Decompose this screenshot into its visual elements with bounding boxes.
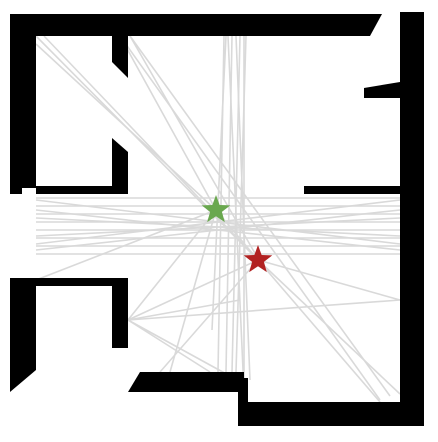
visibility-ray bbox=[127, 299, 401, 321]
visibility-ray bbox=[235, 35, 251, 381]
wall-segment bbox=[364, 82, 400, 98]
visibility-rays bbox=[35, 35, 401, 403]
walls bbox=[10, 12, 424, 426]
visibility-ray bbox=[159, 259, 259, 373]
wall-segment bbox=[36, 278, 128, 286]
visibility-ray bbox=[35, 209, 401, 251]
goal-marker bbox=[243, 245, 273, 273]
wall-segment bbox=[238, 378, 248, 406]
wall-segment bbox=[304, 186, 400, 194]
wall-segment bbox=[112, 36, 128, 78]
wall-segment bbox=[400, 12, 424, 422]
visibility-ray bbox=[35, 199, 401, 245]
visibility-ray bbox=[127, 319, 231, 377]
wall-segment bbox=[128, 372, 244, 392]
visibility-ray bbox=[35, 209, 217, 281]
wall-segment bbox=[112, 138, 128, 190]
visibility-ray bbox=[257, 259, 401, 301]
start-marker bbox=[201, 195, 231, 223]
visibility-ray bbox=[43, 35, 261, 263]
wall-segment bbox=[238, 402, 424, 426]
visibility-ray bbox=[127, 209, 217, 321]
wall-segment bbox=[36, 186, 128, 194]
visibility-ray bbox=[169, 209, 217, 373]
wall-segment bbox=[112, 286, 128, 348]
markers bbox=[201, 195, 273, 273]
wall-segment bbox=[10, 14, 36, 194]
visibility-ray bbox=[257, 259, 401, 395]
visibility-ray bbox=[129, 35, 391, 397]
visibility-ray bbox=[235, 35, 247, 373]
visibility-ray bbox=[35, 43, 217, 211]
visibility-ray bbox=[127, 319, 211, 373]
wall-segment bbox=[10, 278, 36, 392]
visibility-ray bbox=[257, 259, 381, 403]
visibility-ray bbox=[35, 217, 401, 237]
visibility-ray bbox=[127, 299, 241, 321]
wall-segment bbox=[36, 14, 382, 36]
visibility-ray bbox=[127, 259, 259, 321]
visibility-ray bbox=[119, 35, 217, 211]
